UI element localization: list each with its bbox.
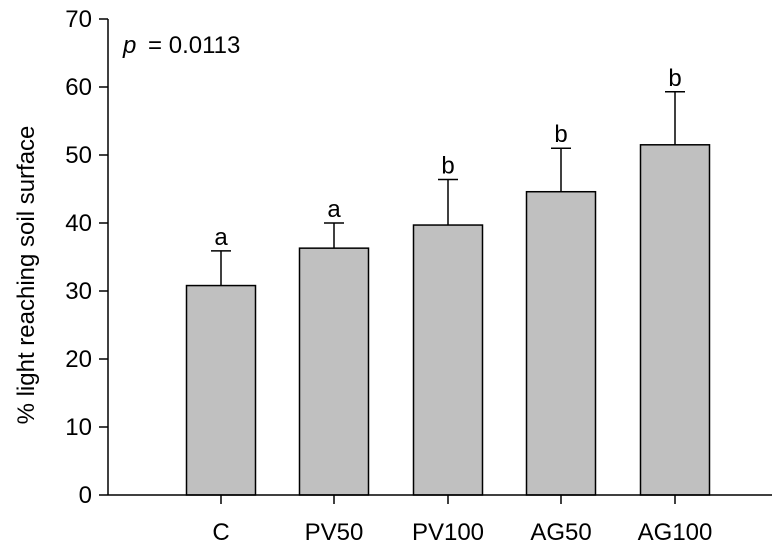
y-tick-label: 0 <box>79 482 92 509</box>
x-axis-tick-labels: C PV50 PV100 AG50 AG100 <box>212 495 712 546</box>
y-tick-label: 40 <box>65 210 92 237</box>
bar-pv50 <box>298 247 370 496</box>
y-tick-label: 30 <box>65 278 92 305</box>
y-axis-label: % light reaching soil surface <box>13 126 40 425</box>
significance-letter: b <box>668 65 681 92</box>
bar-pv100 <box>412 224 484 496</box>
significance-letter: b <box>441 152 454 179</box>
bar-c <box>185 284 257 496</box>
bars-group <box>185 144 711 496</box>
p-value-text: = 0.0113 <box>148 32 240 59</box>
y-tick-label: 70 <box>65 6 92 33</box>
significance-letter: a <box>214 224 228 251</box>
x-tick-label: PV100 <box>412 519 484 546</box>
error-bars-group <box>211 91 685 286</box>
y-tick-label: 60 <box>65 74 92 101</box>
significance-letters-group: a a b b b <box>214 65 681 251</box>
x-tick-label: C <box>212 519 229 546</box>
x-tick-label: AG50 <box>530 519 591 546</box>
bar-ag50 <box>525 190 597 496</box>
x-tick-label: AG100 <box>638 519 713 546</box>
y-tick-label: 10 <box>65 414 92 441</box>
significance-letter: b <box>554 121 567 148</box>
y-tick-label: 50 <box>65 142 92 169</box>
p-value-symbol: p <box>122 32 136 59</box>
y-axis-ticks: 0 10 20 30 40 50 60 70 <box>65 6 108 509</box>
p-value-annotation: p = 0.0113 <box>122 32 240 59</box>
x-tick-label: PV50 <box>305 519 364 546</box>
significance-letter: a <box>327 196 341 223</box>
bar-ag100 <box>639 144 711 496</box>
y-tick-label: 20 <box>65 346 92 373</box>
